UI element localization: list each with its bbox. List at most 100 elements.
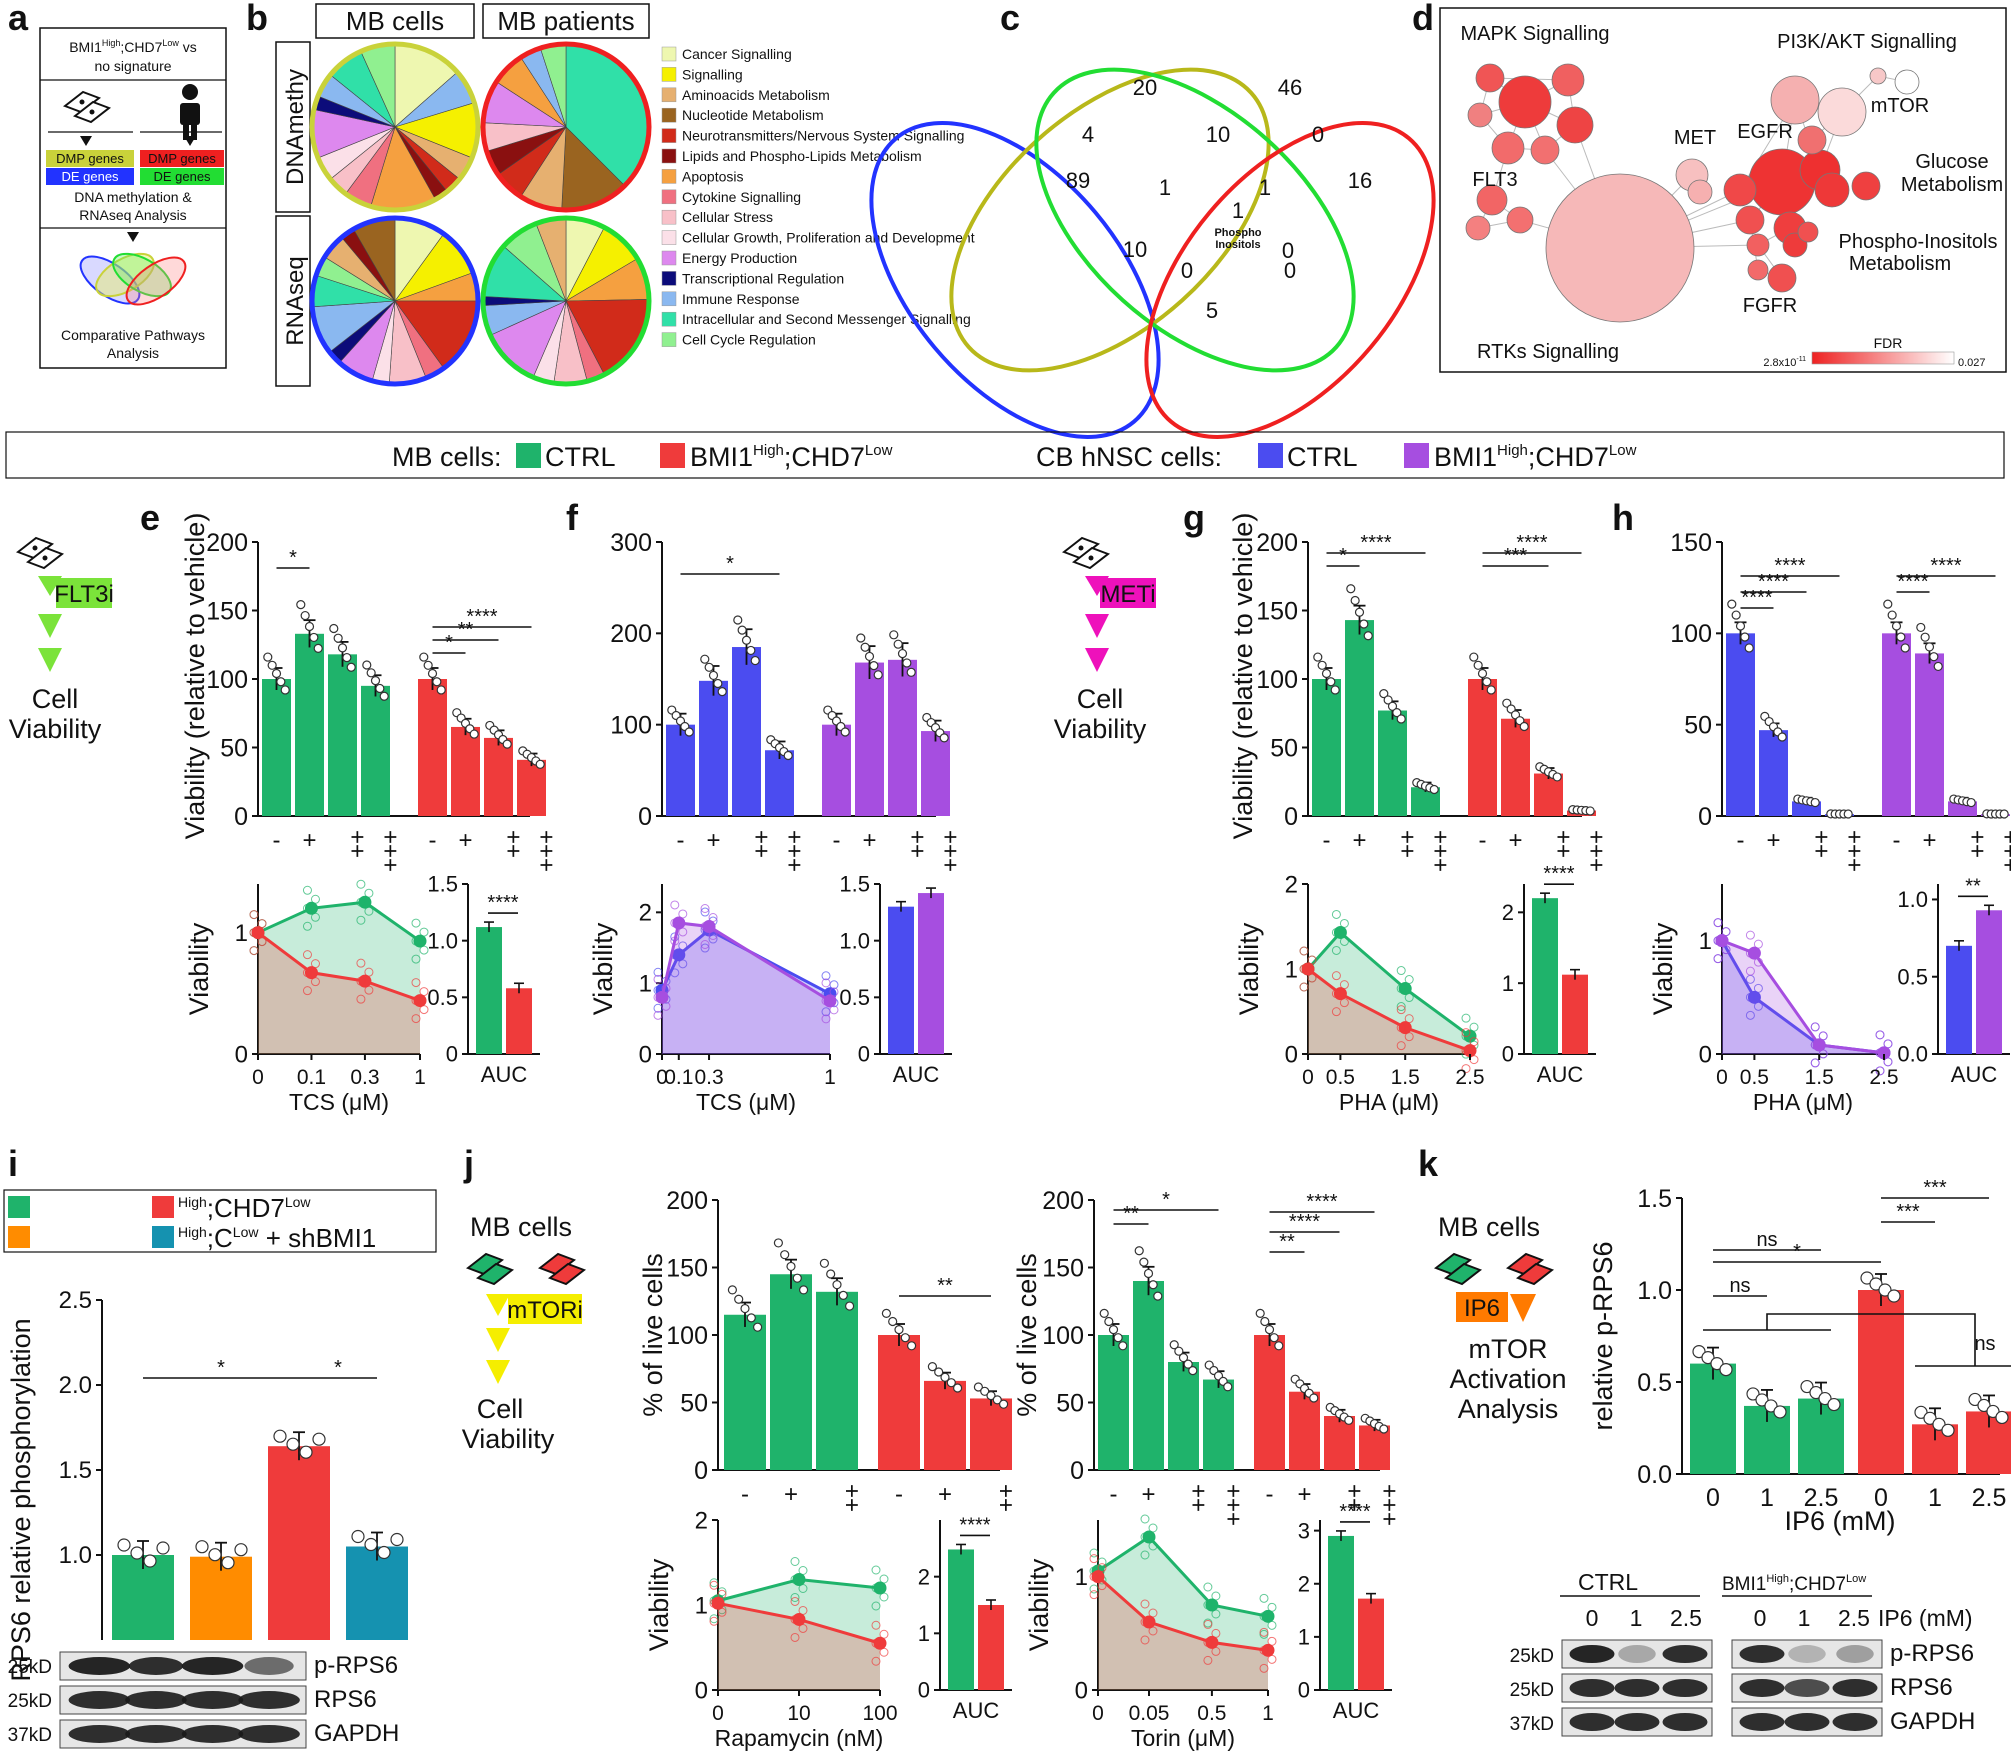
data-point [143,1554,157,1568]
mini-venn-icon [79,252,187,306]
y-axis-title: Viability [1648,922,1678,1015]
x-tick-label: + [1352,827,1366,854]
y-axis-title: RPS6 relative phosphorylation [6,1318,36,1681]
data-point [156,1541,170,1555]
sig-marker: *** [1896,1201,1920,1223]
x-tick-label: 100 [862,1702,897,1725]
curve-area [662,922,830,1054]
data-point [1986,1404,2000,1419]
y-axis-title: Viability (relative to vehicle) [1228,513,1258,840]
svg-text:Analysis: Analysis [107,345,159,361]
data-point [1346,584,1356,594]
replicate-point [411,1014,421,1024]
replicate-point [1713,936,1723,946]
data-point [1883,599,1893,609]
y-tick-label: 2 [695,1507,708,1534]
network-node [1551,63,1585,97]
blot-band [1662,1645,1708,1663]
panel-letter-j: j [463,1143,474,1184]
replicate-point [790,1596,800,1606]
data-point [1255,1308,1265,1319]
data-point [1701,1350,1715,1365]
data-point [1188,1366,1198,1376]
x-tick-label: ++ [748,830,775,858]
bar [1098,1335,1129,1470]
sig-marker: **** [959,1514,990,1536]
replicate-point [1404,1014,1414,1024]
data-point [1891,621,1902,631]
replicate-point [1097,1581,1107,1591]
bar [888,659,917,816]
replicate-point [1211,1646,1221,1656]
y-tick-label: 200 [1042,1187,1084,1215]
data-point [906,667,916,677]
replicate-point [364,888,374,898]
y-axis-title: Viability [588,922,618,1015]
replicate-point [1259,1627,1269,1637]
data-point [1887,1289,1901,1303]
replicate-point [1396,1005,1406,1015]
x-tick-label: 0.5 [1740,1066,1769,1089]
y-tick-label: 1.5 [59,1457,92,1484]
data-point [1359,619,1369,629]
replicate-point [670,968,680,978]
sig-bracket [1703,1313,2011,1367]
replicate-point [821,971,831,981]
data-point [873,670,883,680]
panel-b: MB cells MB patients DNAmethy RNAseq Can… [275,3,975,387]
blot-band [238,1725,300,1743]
data-point [819,1258,830,1268]
network-node [1465,215,1491,241]
x-tick-label: +++ [1376,1484,1403,1526]
replicate-point [364,967,374,977]
data-point [940,1372,950,1382]
node-label-met: MET [1674,127,1716,149]
legend-swatch-bmi1 [660,443,685,468]
x-tick-label: 1 [414,1066,426,1089]
y-tick-label: 1 [1699,928,1712,955]
data-point [708,670,719,681]
blot-marker: 25kD [8,1657,52,1678]
y-tick-label: 0 [1285,1041,1298,1068]
y-tick-label: 1.5 [839,872,870,897]
pie-legend-label: Cancer Signalling [682,46,792,62]
replicate-point [302,903,312,913]
network-node [1467,102,1493,128]
curve-line [1306,930,1471,1038]
bar [1882,633,1911,816]
data-point [1800,1379,1814,1394]
replicate-point [1883,1039,1893,1049]
replicate-point [1299,964,1309,974]
data-point [208,1548,222,1562]
x-tick-label: ++ [1964,830,1991,858]
pie-charts [309,41,652,387]
x-tick-label: - [1737,827,1745,854]
replicate-point [1140,1514,1150,1524]
auc-label: AUC [1333,1698,1380,1723]
blot-marker: 25kD [8,1691,52,1712]
panel-letter-h: h [1612,497,1634,538]
data-point [1887,610,1897,620]
network-node [1723,173,1757,207]
network-node [1814,172,1850,208]
replicate-point [356,958,366,968]
replicate-point [1745,948,1755,958]
y-tick-label: 0.5 [839,985,870,1010]
replicate-point [653,992,663,1002]
replicate-point [879,1629,889,1639]
y-tick-label: 200 [206,529,248,557]
pie-legend-label: Cell Cycle Regulation [682,332,816,348]
auc-bar [978,1605,1004,1690]
network-node [1475,63,1505,93]
y-tick-label: 2.5 [59,1287,92,1314]
replicate-point [700,904,710,913]
panel-letter-k: k [1418,1143,1439,1184]
blot-band [1788,1645,1826,1663]
blot-label: p-RPS6 [1890,1640,1974,1667]
data-point [1692,1344,1706,1359]
replicate-point [1818,1049,1828,1059]
replicate-point [709,1580,719,1590]
